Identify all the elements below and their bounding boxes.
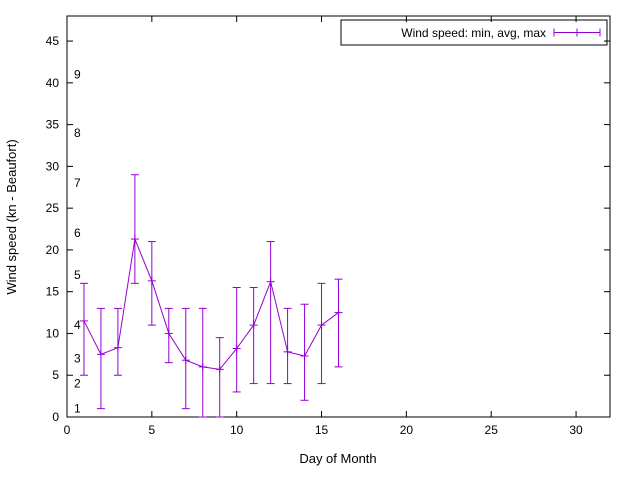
y-tick-label: 25: [46, 201, 60, 215]
beaufort-label: 7: [74, 176, 81, 190]
y-tick-label: 45: [46, 34, 60, 48]
beaufort-label: 6: [74, 226, 81, 240]
y-tick-label: 15: [46, 285, 60, 299]
beaufort-label: 9: [74, 67, 81, 81]
x-tick-label: 20: [400, 423, 414, 437]
x-tick-label: 15: [315, 423, 329, 437]
x-tick-label: 25: [485, 423, 499, 437]
legend-box: [340, 19, 608, 46]
beaufort-label: 3: [74, 352, 81, 366]
beaufort-label: 2: [74, 377, 81, 391]
legend-label: Wind speed: min, avg, max: [401, 26, 546, 40]
y-tick-label: 35: [46, 118, 60, 132]
y-tick-label: 40: [46, 76, 60, 90]
y-tick-label: 0: [52, 410, 59, 424]
x-tick-label: 10: [230, 423, 244, 437]
x-tick-label: 0: [64, 423, 71, 437]
plot-border: [66, 15, 611, 418]
y-tick-label: 5: [52, 368, 59, 382]
avg-line: [83, 237, 339, 370]
y-tick-label: 30: [46, 159, 60, 173]
beaufort-label: 1: [74, 402, 81, 416]
x-tick-label: 30: [569, 423, 583, 437]
y-axis-label: Wind speed (kn - Beaufort): [4, 139, 19, 294]
x-axis-label: Day of Month: [299, 451, 376, 466]
y-tick-label: 10: [46, 326, 60, 340]
x-tick-label: 5: [149, 423, 156, 437]
beaufort-label: 8: [74, 126, 81, 140]
y-tick-label: 20: [46, 243, 60, 257]
beaufort-label: 4: [74, 318, 81, 332]
beaufort-label: 5: [74, 268, 81, 282]
